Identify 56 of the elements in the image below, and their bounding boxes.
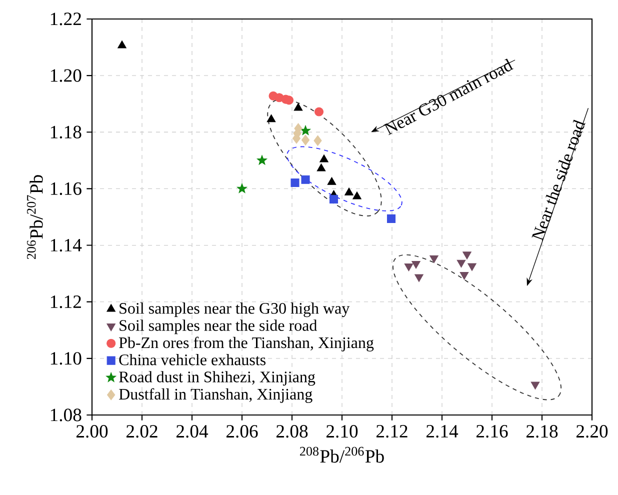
point (294, 103, 303, 111)
point (314, 135, 322, 146)
y-tick-label: 1.08 (50, 408, 82, 422)
point (118, 40, 126, 48)
point (236, 183, 248, 194)
point (468, 263, 476, 271)
x-tick-label: 2.02 (126, 425, 158, 438)
legend-label: Pb-Zn ores from the Tianshan, Xinjiang (119, 336, 374, 352)
point (301, 175, 310, 184)
y-tick-label: 1.20 (50, 69, 82, 82)
x-tick-label: 2.06 (226, 425, 258, 438)
point (314, 107, 324, 116)
point (320, 154, 328, 162)
point (462, 252, 472, 260)
point (301, 134, 310, 146)
legend-label: Soil samples near the side road (120, 320, 317, 334)
legend-label: Soil samples near the G30 high way (120, 302, 350, 318)
point (352, 192, 362, 200)
point (430, 255, 438, 264)
point (327, 177, 336, 185)
x-tick-label: 2.18 (526, 425, 558, 438)
legend-label: Dustfall in Tianshan, Xinjiang (119, 388, 312, 403)
legend-label: Road dust in Shihezi, Xinjiang (119, 371, 316, 386)
point (256, 155, 268, 165)
x-tick-label: 2.10 (326, 425, 358, 438)
point (344, 188, 354, 196)
x-axis-title: $^{208}$Pb/$^{206}$Pb (300, 446, 384, 463)
y-tick-label: 1.12 (50, 296, 81, 308)
x-tick-label: 2.00 (76, 425, 108, 438)
point (414, 274, 424, 282)
legend-label: China vehicle exhausts (119, 354, 266, 366)
x-tick-label: 2.14 (426, 425, 458, 438)
point (300, 125, 311, 136)
point (530, 382, 540, 390)
point (386, 214, 396, 223)
y-axis-title: $^{206}$Pb/$^{207}$Pb (26, 175, 43, 259)
point (316, 164, 326, 172)
x-tick-label: 2.12 (376, 425, 408, 438)
x-tick-label: 2.16 (476, 425, 508, 438)
point (456, 260, 466, 268)
point (460, 272, 469, 280)
x-tick-label: 2.20 (576, 425, 608, 438)
annotation: Near the side road (532, 120, 586, 242)
point (404, 264, 414, 272)
point (329, 194, 338, 204)
y-tick-label: 1.10 (50, 352, 82, 365)
x-tick-label: 2.08 (276, 425, 308, 438)
y-tick-label: 1.14 (50, 238, 82, 252)
y-tick-label: 1.22 (50, 12, 81, 26)
x-tick-label: 2.04 (176, 425, 208, 438)
point (290, 178, 300, 188)
point (266, 114, 276, 122)
y-tick-label: 1.18 (50, 126, 82, 138)
annotation: Near G30 main road (383, 58, 514, 136)
point (412, 260, 420, 269)
y-tick-label: 1.16 (50, 182, 82, 196)
